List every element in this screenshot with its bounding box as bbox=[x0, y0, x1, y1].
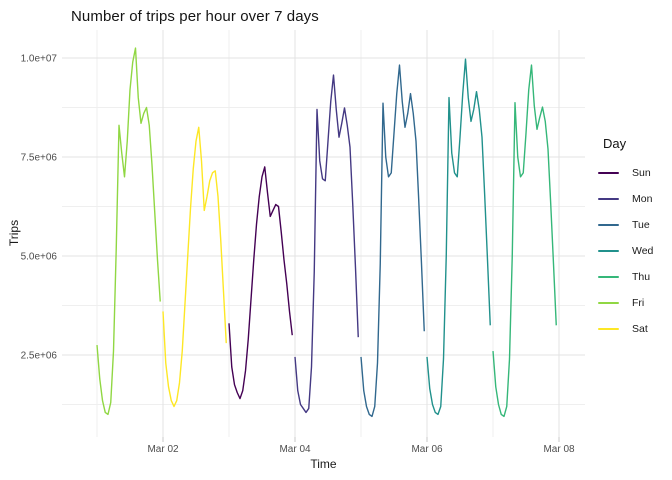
series-line-tue bbox=[360, 64, 425, 418]
legend-entry-thu: Thu bbox=[595, 264, 672, 290]
legend-label: Sat bbox=[632, 323, 648, 335]
legend-key-line bbox=[598, 172, 619, 174]
y-tick-label: 5.0e+06 bbox=[21, 252, 58, 263]
legend-entry-fri: Fri bbox=[595, 290, 672, 316]
y-tick-label: 7.5e+06 bbox=[21, 153, 58, 164]
legend-entry-tue: Tue bbox=[595, 212, 672, 238]
legend-label: Thu bbox=[632, 271, 651, 283]
x-tick-label: Mar 04 bbox=[279, 444, 311, 455]
series-line-wed bbox=[426, 58, 491, 416]
legend-key-line bbox=[598, 250, 619, 252]
legend-label: Mon bbox=[632, 193, 653, 205]
x-tick-label: Mar 06 bbox=[411, 444, 443, 455]
legend-entry-wed: Wed bbox=[595, 238, 672, 264]
y-axis-title: Trips bbox=[7, 219, 21, 247]
legend-key-line bbox=[598, 328, 619, 330]
series-line-sun bbox=[228, 166, 293, 400]
series-line-fri bbox=[96, 47, 161, 416]
tick-labels: 2.5e+06 5.0e+06 7.5e+06 1.0e+07 Mar 02 Mar 04… bbox=[21, 54, 575, 456]
legend-title: Day bbox=[603, 136, 627, 151]
legend-label: Tue bbox=[632, 219, 650, 231]
series-lines bbox=[96, 47, 557, 418]
gridlines bbox=[62, 30, 585, 437]
legend-key-line bbox=[598, 276, 619, 278]
series-line-sat bbox=[162, 126, 227, 408]
legend: Day Sun Mon Tue Wed Thu Fri Sat bbox=[595, 136, 672, 342]
legend-entry-sun: Sun bbox=[595, 160, 672, 186]
legend-label: Wed bbox=[632, 245, 654, 257]
y-tick-label: 1.0e+07 bbox=[21, 54, 58, 65]
legend-entry-sat: Sat bbox=[595, 316, 672, 342]
series-line-thu bbox=[492, 64, 557, 418]
legend-key-line bbox=[598, 224, 619, 226]
x-tick-label: Mar 02 bbox=[147, 444, 179, 455]
chart-title: Number of trips per hour over 7 days bbox=[71, 8, 319, 25]
series-line-mon bbox=[294, 74, 359, 414]
axis-ticks bbox=[162, 437, 560, 442]
legend-key-line bbox=[598, 302, 619, 304]
legend-key-line bbox=[598, 198, 619, 200]
x-axis-title: Time bbox=[310, 457, 337, 471]
legend-label: Sun bbox=[632, 167, 651, 179]
legend-entries: Sun Mon Tue Wed Thu Fri Sat bbox=[595, 160, 672, 342]
legend-entry-mon: Mon bbox=[595, 186, 672, 212]
legend-label: Fri bbox=[632, 297, 645, 309]
y-tick-label: 2.5e+06 bbox=[21, 351, 58, 362]
x-tick-label: Mar 08 bbox=[543, 444, 575, 455]
